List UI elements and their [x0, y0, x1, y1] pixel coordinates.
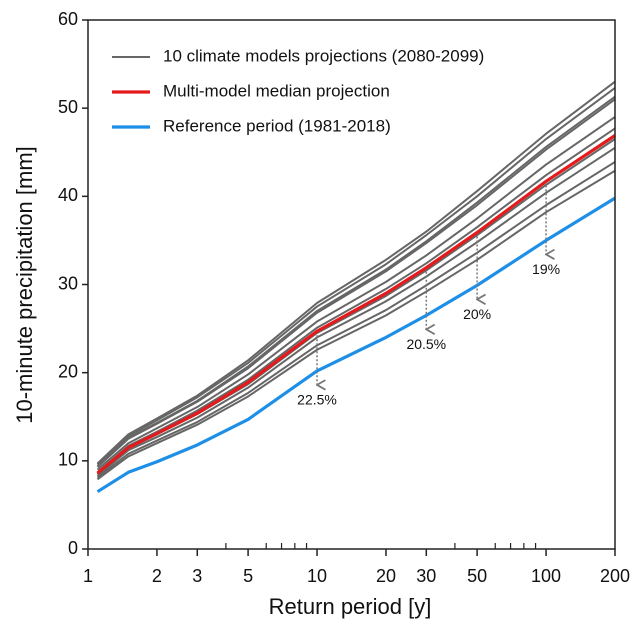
- x-tick-label: 50: [467, 566, 487, 586]
- annotation-text: 22.5%: [297, 392, 337, 408]
- legend-label: 10 climate models projections (2080-2099…: [163, 46, 484, 65]
- y-tick-label: 40: [58, 185, 78, 205]
- x-tick-label: 100: [531, 566, 561, 586]
- y-tick-label: 60: [58, 9, 78, 29]
- y-axis-title: 10-minute precipitation [mm]: [12, 146, 37, 424]
- legend-label: Reference period (1981-2018): [163, 116, 391, 135]
- y-tick-label: 50: [58, 97, 78, 117]
- x-tick-label: 30: [416, 566, 436, 586]
- series-line: [96, 116, 616, 471]
- y-tick-label: 0: [68, 538, 78, 558]
- series-line: [96, 127, 616, 474]
- series-line: [96, 196, 616, 494]
- y-tick-label: 30: [58, 273, 78, 293]
- legend-label: Multi-model median projection: [163, 81, 390, 100]
- plot-frame: [87, 19, 616, 550]
- series-line: [96, 161, 616, 479]
- x-tick-label: 2: [152, 566, 162, 586]
- x-tick-label: 10: [307, 566, 327, 586]
- series-line: [96, 98, 616, 468]
- annotation-text: 19%: [532, 261, 560, 277]
- x-tick-label: 3: [192, 566, 202, 586]
- series-line: [96, 134, 616, 475]
- x-tick-label: 1: [83, 566, 93, 586]
- x-tick-label: 200: [600, 566, 630, 586]
- annotation-text: 20%: [463, 306, 491, 322]
- series-line: [96, 87, 616, 466]
- y-tick-label: 10: [58, 450, 78, 470]
- series-line: [96, 147, 616, 477]
- series-line: [96, 80, 616, 465]
- x-tick-label: 20: [376, 566, 396, 586]
- x-axis-title: Return period [y]: [269, 594, 432, 619]
- annotation-text: 20.5%: [406, 336, 446, 352]
- series-line: [96, 169, 616, 481]
- x-tick-label: 5: [243, 566, 253, 586]
- y-tick-label: 20: [58, 361, 78, 381]
